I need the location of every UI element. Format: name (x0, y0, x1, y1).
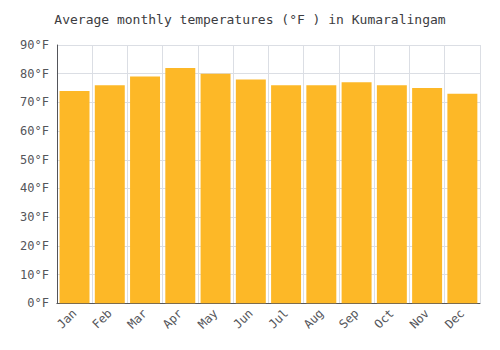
svg-text:Jul: Jul (266, 306, 291, 331)
svg-text:40°F: 40°F (20, 181, 49, 195)
svg-text:May: May (195, 306, 220, 331)
svg-text:30°F: 30°F (20, 210, 49, 224)
svg-text:80°F: 80°F (20, 67, 49, 81)
svg-text:Jun: Jun (231, 306, 256, 331)
svg-text:Jan: Jan (54, 306, 79, 331)
svg-text:20°F: 20°F (20, 239, 49, 253)
svg-text:Aug: Aug (301, 306, 326, 331)
svg-text:Average monthly temperatures (: Average monthly temperatures (°F ) in Ku… (54, 12, 446, 27)
svg-text:Dec: Dec (442, 306, 467, 331)
svg-text:Sep: Sep (336, 306, 361, 331)
svg-text:10°F: 10°F (20, 268, 49, 282)
svg-text:Nov: Nov (407, 306, 432, 331)
svg-text:Apr: Apr (160, 306, 185, 331)
svg-text:60°F: 60°F (20, 124, 49, 138)
svg-text:Feb: Feb (90, 306, 115, 331)
svg-text:90°F: 90°F (20, 38, 49, 52)
svg-text:50°F: 50°F (20, 153, 49, 167)
svg-text:70°F: 70°F (20, 95, 49, 109)
svg-text:Oct: Oct (372, 306, 397, 331)
svg-text:0°F: 0°F (27, 296, 49, 310)
svg-text:Mar: Mar (125, 306, 150, 331)
